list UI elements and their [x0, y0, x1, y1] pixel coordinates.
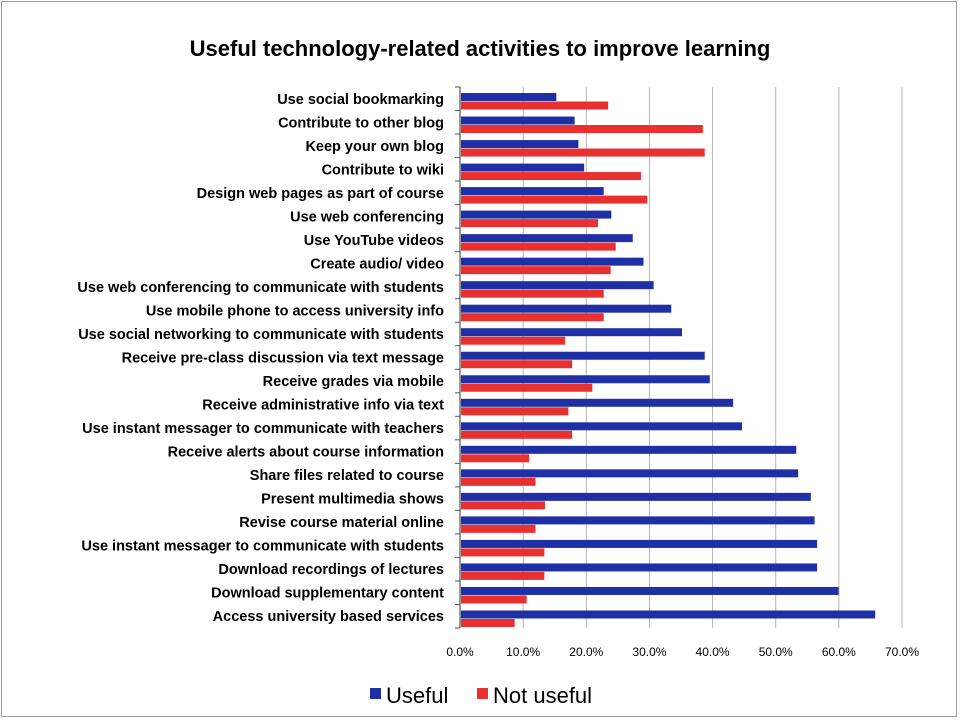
category-labels: Use social bookmarking Contribute to othe…: [77, 92, 444, 625]
bar-not-useful: [461, 242, 616, 251]
category-label: Receive pre-class discussion via text me…: [122, 351, 444, 367]
bar-useful: [461, 187, 604, 196]
bar-useful: [461, 140, 579, 149]
x-tick-label: 20.0%: [569, 645, 603, 659]
x-tick-label: 30.0%: [632, 645, 666, 659]
bar-useful: [461, 516, 815, 525]
category-label: Revise course material online: [239, 515, 444, 531]
bar-not-useful: [461, 571, 545, 580]
bar-not-useful: [461, 172, 641, 181]
bar-useful: [461, 281, 654, 290]
bar-useful: [461, 610, 876, 619]
category-label: Keep your own blog: [305, 139, 444, 155]
category-label: Share files related to course: [250, 468, 444, 484]
bar-not-useful: [461, 407, 569, 416]
legend-swatch: [477, 688, 488, 699]
category-label: Use instant messager to communicate with…: [81, 539, 444, 555]
x-tick-label: 40.0%: [696, 645, 730, 659]
bars: [461, 93, 876, 627]
bar-useful: [461, 328, 682, 337]
bar-not-useful: [461, 336, 566, 345]
bar-not-useful: [461, 501, 545, 510]
category-label: Receive administrative info via text: [202, 398, 444, 414]
legend-label: Useful: [386, 683, 448, 708]
bar-not-useful: [461, 595, 527, 604]
bar-not-useful: [461, 313, 604, 322]
bar-not-useful: [461, 477, 536, 486]
x-tick-label: 10.0%: [506, 645, 540, 659]
bar-useful: [461, 492, 811, 501]
bar-useful: [461, 257, 644, 266]
bar-not-useful: [461, 360, 573, 369]
bar-useful: [461, 469, 799, 478]
bar-not-useful: [461, 148, 705, 157]
bar-not-useful: [461, 266, 611, 275]
category-label: Use YouTube videos: [304, 233, 444, 249]
bar-useful: [461, 234, 633, 243]
bar-not-useful: [461, 618, 515, 627]
bar-useful: [461, 586, 839, 595]
bar-useful: [461, 375, 710, 384]
bar-not-useful: [461, 430, 573, 439]
category-label: Access university based services: [213, 609, 444, 625]
bar-not-useful: [461, 548, 545, 557]
legend-label: Not useful: [493, 683, 592, 708]
category-label: Use instant messager to communicate with…: [82, 421, 444, 437]
x-tick-labels: 0.0% 10.0% 20.0% 30.0% 40.0% 50.0% 60.0% 70.0%: [446, 645, 919, 659]
bar-not-useful: [461, 289, 604, 298]
bar-not-useful: [461, 219, 599, 228]
category-label: Present multimedia shows: [261, 492, 444, 508]
x-tick-label: 50.0%: [759, 645, 793, 659]
chart-title: Useful technology-related activities to …: [189, 36, 771, 61]
bar-useful: [461, 422, 742, 431]
bar-useful: [461, 351, 705, 360]
category-label: Use social bookmarking: [277, 92, 444, 108]
bar-useful: [461, 304, 672, 313]
category-label: Receive alerts about course information: [168, 445, 444, 461]
legend-swatch: [370, 688, 381, 699]
x-tick-label: 0.0%: [446, 645, 474, 659]
bar-useful: [461, 563, 818, 572]
legend: Useful Not useful: [370, 683, 592, 708]
category-label: Contribute to other blog: [278, 115, 444, 131]
bar-useful: [461, 163, 585, 172]
category-label: Create audio/ video: [310, 256, 444, 272]
bar-useful: [461, 116, 575, 125]
category-label: Use social networking to communicate wit…: [78, 327, 444, 343]
category-label: Download supplementary content: [211, 586, 444, 602]
bar-not-useful: [461, 101, 609, 110]
bar-useful: [461, 445, 797, 454]
bar-useful: [461, 398, 734, 407]
bar-not-useful: [461, 524, 536, 533]
category-label: Download recordings of lectures: [218, 562, 444, 578]
category-label: Design web pages as part of course: [197, 186, 444, 202]
x-tick-label: 70.0%: [885, 645, 919, 659]
bar-not-useful: [461, 383, 593, 392]
bar-not-useful: [461, 454, 530, 463]
bar-useful: [461, 539, 818, 548]
category-label: Use web conferencing: [290, 209, 444, 225]
bar-useful: [461, 210, 612, 219]
bar-not-useful: [461, 195, 648, 204]
bar-not-useful: [461, 125, 703, 134]
bar-useful: [461, 93, 557, 101]
category-label: Contribute to wiki: [322, 162, 444, 178]
x-tick-label: 60.0%: [822, 645, 856, 659]
category-label: Receive grades via mobile: [263, 374, 444, 390]
category-label: Use mobile phone to access university in…: [146, 303, 444, 319]
category-label: Use web conferencing to communicate with…: [77, 280, 444, 296]
